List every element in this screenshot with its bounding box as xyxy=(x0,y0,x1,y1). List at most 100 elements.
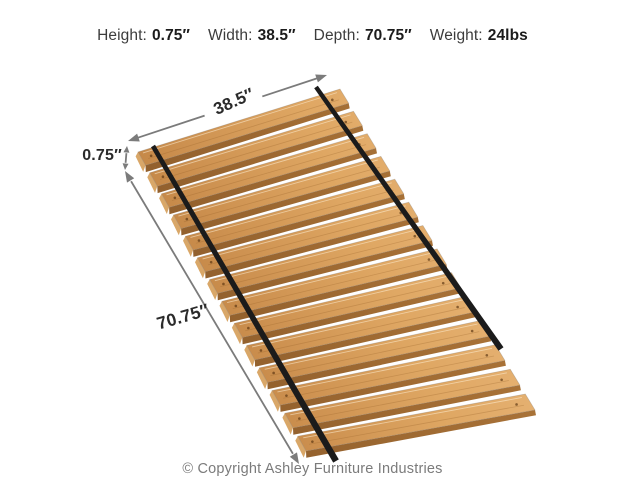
slat xyxy=(295,393,536,458)
spec-height-value: 0.75″ xyxy=(151,27,191,44)
slat-hole xyxy=(456,305,459,309)
slat-sheen xyxy=(303,397,522,439)
slat-top-face xyxy=(160,133,377,208)
slat-grain xyxy=(171,144,367,201)
slat-sheen xyxy=(190,182,392,238)
slat-hole xyxy=(197,239,201,242)
slat-front-face xyxy=(306,410,536,458)
slat xyxy=(269,344,506,412)
slat-hole xyxy=(161,175,165,179)
slat-grain xyxy=(309,404,524,445)
width-dimension-arrow xyxy=(128,74,327,142)
spec-depth: Depth: 70.75″ xyxy=(314,27,412,45)
arrowhead xyxy=(122,163,129,170)
spec-height: Height: 0.75″ xyxy=(97,27,190,45)
slat-grain xyxy=(183,166,380,223)
slat-end-face xyxy=(147,172,158,193)
arrowhead xyxy=(315,74,327,83)
slat-end-face xyxy=(195,257,206,279)
slat-front-face xyxy=(229,264,448,323)
slat-end-face xyxy=(219,301,230,322)
arrowhead xyxy=(128,133,140,142)
slat-end-face xyxy=(269,390,281,412)
slat xyxy=(282,368,521,435)
slat-grain xyxy=(245,283,451,332)
slat-hole xyxy=(298,417,301,420)
slat-top-face xyxy=(196,201,419,273)
slat-top-face xyxy=(209,225,433,294)
slat-top-face xyxy=(221,248,447,316)
slat-top-face xyxy=(271,344,506,406)
slat-rack xyxy=(135,88,536,458)
slat-grain xyxy=(283,355,495,399)
slat-top-face xyxy=(297,393,536,452)
slat-hole xyxy=(515,403,518,406)
slat-hole xyxy=(234,304,238,308)
slat-grain xyxy=(159,121,353,180)
slat-end-face xyxy=(207,279,218,300)
slat-hole xyxy=(485,354,489,357)
slat-hole xyxy=(427,258,431,261)
slat-sheen xyxy=(239,275,449,326)
slat-sheen xyxy=(202,205,406,260)
arrowhead xyxy=(289,452,299,464)
slat-hole xyxy=(441,281,445,285)
slat-end-face xyxy=(256,367,268,389)
slat-sheen xyxy=(264,323,478,370)
slat-front-face xyxy=(193,193,405,257)
slat-sheen xyxy=(227,252,435,304)
spec-width-label: Width: xyxy=(208,27,253,44)
slat-front-face xyxy=(157,125,364,194)
slat-hole xyxy=(413,234,417,238)
slat-hole xyxy=(470,329,474,333)
slat-sheen xyxy=(214,228,420,282)
slat xyxy=(231,272,462,345)
slat-end-face xyxy=(231,323,243,345)
arrowhead xyxy=(123,146,130,153)
depth-dimension-arrow xyxy=(125,171,299,464)
slat-front-face xyxy=(267,336,492,390)
slat-end-face xyxy=(171,215,182,236)
thickness-dimension-label: 0.75″ xyxy=(82,147,122,164)
slat-grain xyxy=(232,259,436,309)
slat-front-face xyxy=(280,360,506,412)
dimension-line xyxy=(262,77,319,98)
slat-hole xyxy=(285,394,288,397)
slat xyxy=(207,225,433,301)
slat xyxy=(159,133,377,215)
slat-end-face xyxy=(282,413,293,435)
slat-end-face xyxy=(135,152,146,172)
slat-hole xyxy=(331,98,334,102)
product-specs-bar: Height: 0.75″ Width: 38.5″ Depth: 70.75″ We… xyxy=(0,27,625,45)
slat-grain xyxy=(148,99,339,159)
slat-hole xyxy=(185,217,189,221)
dimension-line xyxy=(130,180,294,455)
slat xyxy=(244,296,477,367)
slat-end-face xyxy=(183,236,194,257)
slat-hole xyxy=(500,378,503,382)
spec-weight-label: Weight: xyxy=(429,27,483,44)
slat-front-face xyxy=(181,171,391,236)
thickness-dimension-arrow xyxy=(122,146,130,170)
slat-top-face xyxy=(172,155,391,230)
copyright-text: © Copyright Ashley Furniture Industries xyxy=(182,461,443,477)
slat-top-face xyxy=(149,110,363,187)
spec-depth-value: 70.75″ xyxy=(364,27,412,44)
slat-grain xyxy=(257,307,465,354)
slat-hole xyxy=(311,440,314,443)
right-strap xyxy=(314,85,504,351)
slat-grain xyxy=(220,236,422,288)
slat-sheen xyxy=(142,92,338,154)
slat-front-face xyxy=(242,287,462,345)
spec-width: Width: 38.5″ xyxy=(208,27,296,45)
spec-weight-value: 24lbs xyxy=(487,27,528,44)
slat-end-face xyxy=(159,193,170,214)
slat-sheen xyxy=(178,159,378,217)
slat-front-face xyxy=(169,148,377,215)
slat-hole xyxy=(247,326,250,330)
arrowhead xyxy=(125,171,135,183)
dimension-line xyxy=(137,114,205,139)
slat-sheen xyxy=(277,347,493,393)
